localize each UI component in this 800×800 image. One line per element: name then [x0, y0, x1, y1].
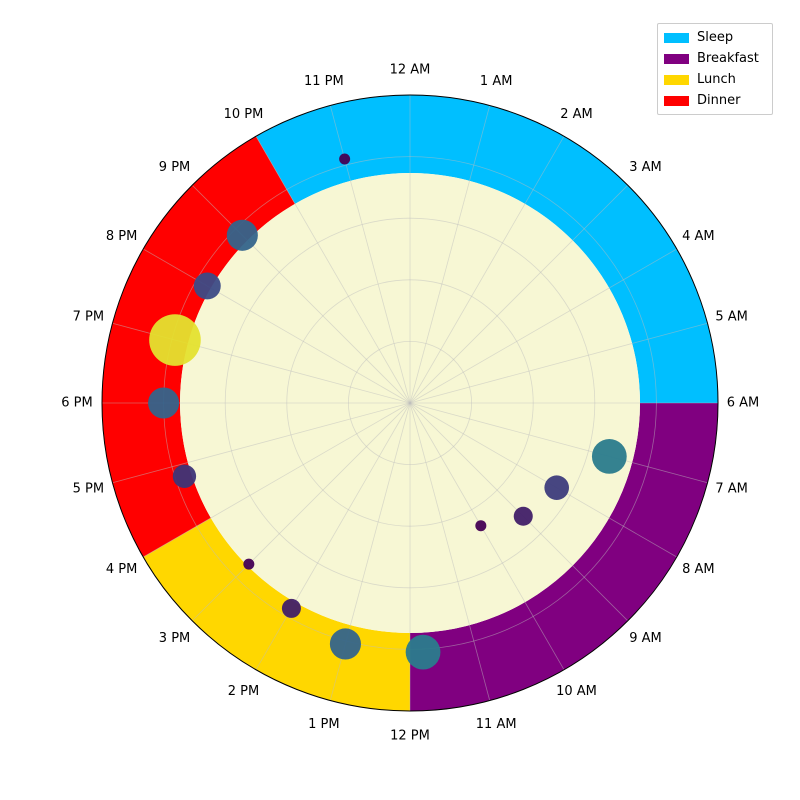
legend-label-lunch: Lunch: [697, 72, 736, 87]
data-point: [193, 272, 221, 300]
hour-label: 12 AM: [390, 63, 431, 78]
grid-spoke: [409, 402, 565, 670]
hour-label: 7 PM: [73, 309, 104, 324]
legend-item-sleep: Sleep: [664, 27, 766, 48]
hour-label: 2 AM: [560, 107, 593, 122]
hour-label: 1 PM: [308, 717, 339, 732]
ring-segment-lunch: [143, 518, 411, 711]
legend-swatch-lunch: [664, 74, 689, 85]
legend-item-breakfast: Breakfast: [664, 48, 766, 69]
grid-spoke: [112, 402, 411, 484]
grid-spoke: [143, 402, 411, 558]
hour-label: 12 PM: [390, 729, 430, 744]
hour-label: 9 PM: [159, 160, 190, 175]
hour-label: 6 AM: [727, 396, 760, 411]
legend-label-dinner: Dinner: [697, 93, 741, 108]
hour-label: 3 PM: [159, 631, 190, 646]
ring-segment-dinner: [102, 136, 295, 558]
grid-spoke: [255, 402, 411, 670]
data-point: [281, 598, 301, 618]
data-point: [513, 506, 533, 526]
outer-edge: [101, 94, 719, 712]
data-point: [172, 464, 197, 488]
data-point: [243, 558, 255, 570]
data-point: [149, 314, 201, 366]
hour-label: 3 AM: [629, 160, 662, 175]
hour-label: 11 AM: [476, 717, 517, 732]
legend-swatch-dinner: [664, 95, 689, 106]
activity-ring-layer: [102, 94, 718, 711]
hour-label: 9 AM: [629, 631, 662, 646]
grid-spoke: [409, 136, 565, 404]
hour-label: 8 PM: [106, 229, 137, 244]
legend-label-breakfast: Breakfast: [697, 51, 759, 66]
grid-spoke: [255, 136, 411, 404]
data-point: [339, 153, 351, 165]
grid-layer: [101, 94, 719, 712]
grid-spoke: [409, 402, 677, 558]
grid-spoke: [409, 105, 491, 404]
legend: Sleep Breakfast Lunch Dinner: [657, 23, 773, 115]
hour-label: 6 PM: [61, 396, 92, 411]
data-point: [148, 387, 180, 419]
data-point: [591, 439, 627, 474]
hour-label: 5 PM: [73, 482, 104, 497]
hour-label: 7 AM: [715, 482, 748, 497]
ring-segment-breakfast: [410, 403, 718, 711]
grid-spoke: [409, 402, 708, 484]
data-point: [405, 634, 441, 670]
hour-label: 4 PM: [106, 562, 137, 577]
grid-spoke: [409, 248, 677, 404]
data-point: [544, 475, 570, 500]
hour-label: 4 AM: [682, 229, 715, 244]
grid-spoke: [191, 402, 411, 622]
legend-item-dinner: Dinner: [664, 90, 766, 111]
data-point: [329, 628, 361, 660]
grid-spoke: [191, 184, 411, 404]
point-layer: [148, 153, 627, 670]
hour-label: 2 PM: [228, 684, 259, 699]
legend-label-sleep: Sleep: [697, 30, 734, 45]
data-point: [226, 219, 258, 251]
legend-item-lunch: Lunch: [664, 69, 766, 90]
hour-label: 5 AM: [715, 309, 748, 324]
grid-spoke: [143, 248, 411, 404]
hour-label: 8 AM: [682, 562, 715, 577]
grid-spoke: [409, 322, 708, 404]
grid-spoke: [409, 184, 629, 404]
hour-label: 11 PM: [304, 74, 344, 89]
grid-spoke: [409, 402, 491, 701]
hour-label: 10 AM: [556, 684, 597, 699]
data-point: [475, 520, 487, 532]
ring-segment-sleep: [256, 94, 718, 403]
hour-label: 10 PM: [224, 107, 264, 122]
hour-label-layer: 12 AM 1 AM 2 AM 3 AM 4 AM 5 AM 6 AM 7 AM 8 AM 9 A…: [61, 63, 759, 744]
hour-label: 1 AM: [480, 74, 513, 89]
legend-swatch-breakfast: [664, 53, 689, 64]
legend-swatch-sleep: [664, 32, 689, 43]
